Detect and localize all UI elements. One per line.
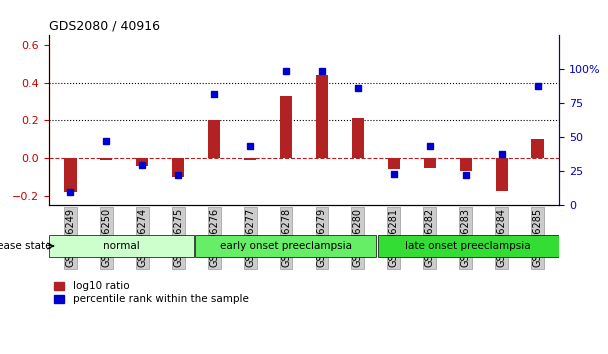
Bar xyxy=(316,75,328,158)
FancyBboxPatch shape xyxy=(195,235,376,257)
Bar xyxy=(424,158,436,167)
Bar xyxy=(280,96,292,158)
Bar xyxy=(172,158,184,177)
Bar xyxy=(64,158,77,192)
Bar xyxy=(351,119,364,158)
Bar xyxy=(208,120,220,158)
Text: GDS2080 / 40916: GDS2080 / 40916 xyxy=(49,20,160,33)
Bar xyxy=(244,158,257,160)
Text: normal: normal xyxy=(103,241,140,251)
Legend: log10 ratio, percentile rank within the sample: log10 ratio, percentile rank within the … xyxy=(54,281,249,304)
Text: early onset preeclampsia: early onset preeclampsia xyxy=(219,241,352,251)
Bar xyxy=(388,158,400,170)
Bar xyxy=(496,158,508,191)
Bar xyxy=(136,158,148,166)
FancyBboxPatch shape xyxy=(378,235,559,257)
Bar xyxy=(460,158,472,171)
Text: disease state: disease state xyxy=(0,241,52,251)
Bar xyxy=(531,139,544,158)
Text: late onset preeclampsia: late onset preeclampsia xyxy=(406,241,531,251)
FancyBboxPatch shape xyxy=(49,235,194,257)
Bar xyxy=(100,158,112,160)
